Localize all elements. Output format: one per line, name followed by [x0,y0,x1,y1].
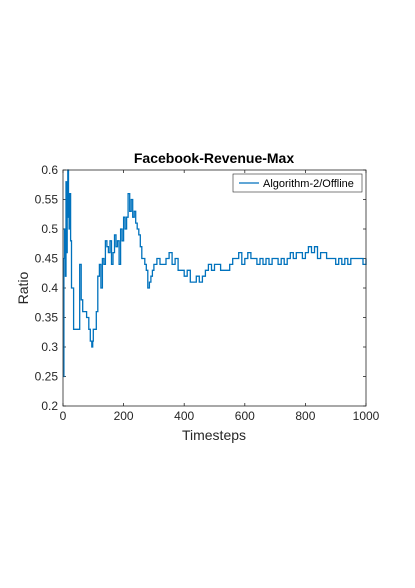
x-tick-label: 1000 [353,409,380,423]
y-tick-label: 0.55 [35,193,59,207]
y-tick-label: 0.4 [41,281,58,295]
x-axis: 0 200 400 600 800 1000 [60,170,380,423]
y-tick-label: 0.5 [41,222,58,236]
x-tick-label: 800 [295,409,315,423]
plot-frame [62,169,367,407]
y-tick-label: 0.2 [41,399,58,413]
y-tick-label: 0.45 [35,252,59,266]
y-axis: 0.2 0.25 0.3 0.35 0.4 0.45 0.5 0.55 0.6 [35,163,366,413]
y-tick-label: 0.25 [35,370,59,384]
y-tick-label: 0.6 [41,163,58,177]
x-tick-label: 400 [174,409,194,423]
series-line [63,169,367,378]
legend-box [232,173,363,193]
x-axis-label: Timesteps [182,427,246,443]
plot-background [63,170,366,406]
legend: Algorithm-2/Offline [232,173,363,193]
y-tick-label: 0.35 [35,311,59,325]
legend-label: Algorithm-2/Offline [263,178,354,190]
x-tick-label: 0 [60,409,67,423]
chart-title: Facebook-Revenue-Max [134,150,294,166]
y-axis-label: Ratio [15,271,31,304]
x-tick-label: 600 [235,409,255,423]
y-tick-label: 0.3 [41,340,58,354]
x-tick-label: 200 [114,409,134,423]
